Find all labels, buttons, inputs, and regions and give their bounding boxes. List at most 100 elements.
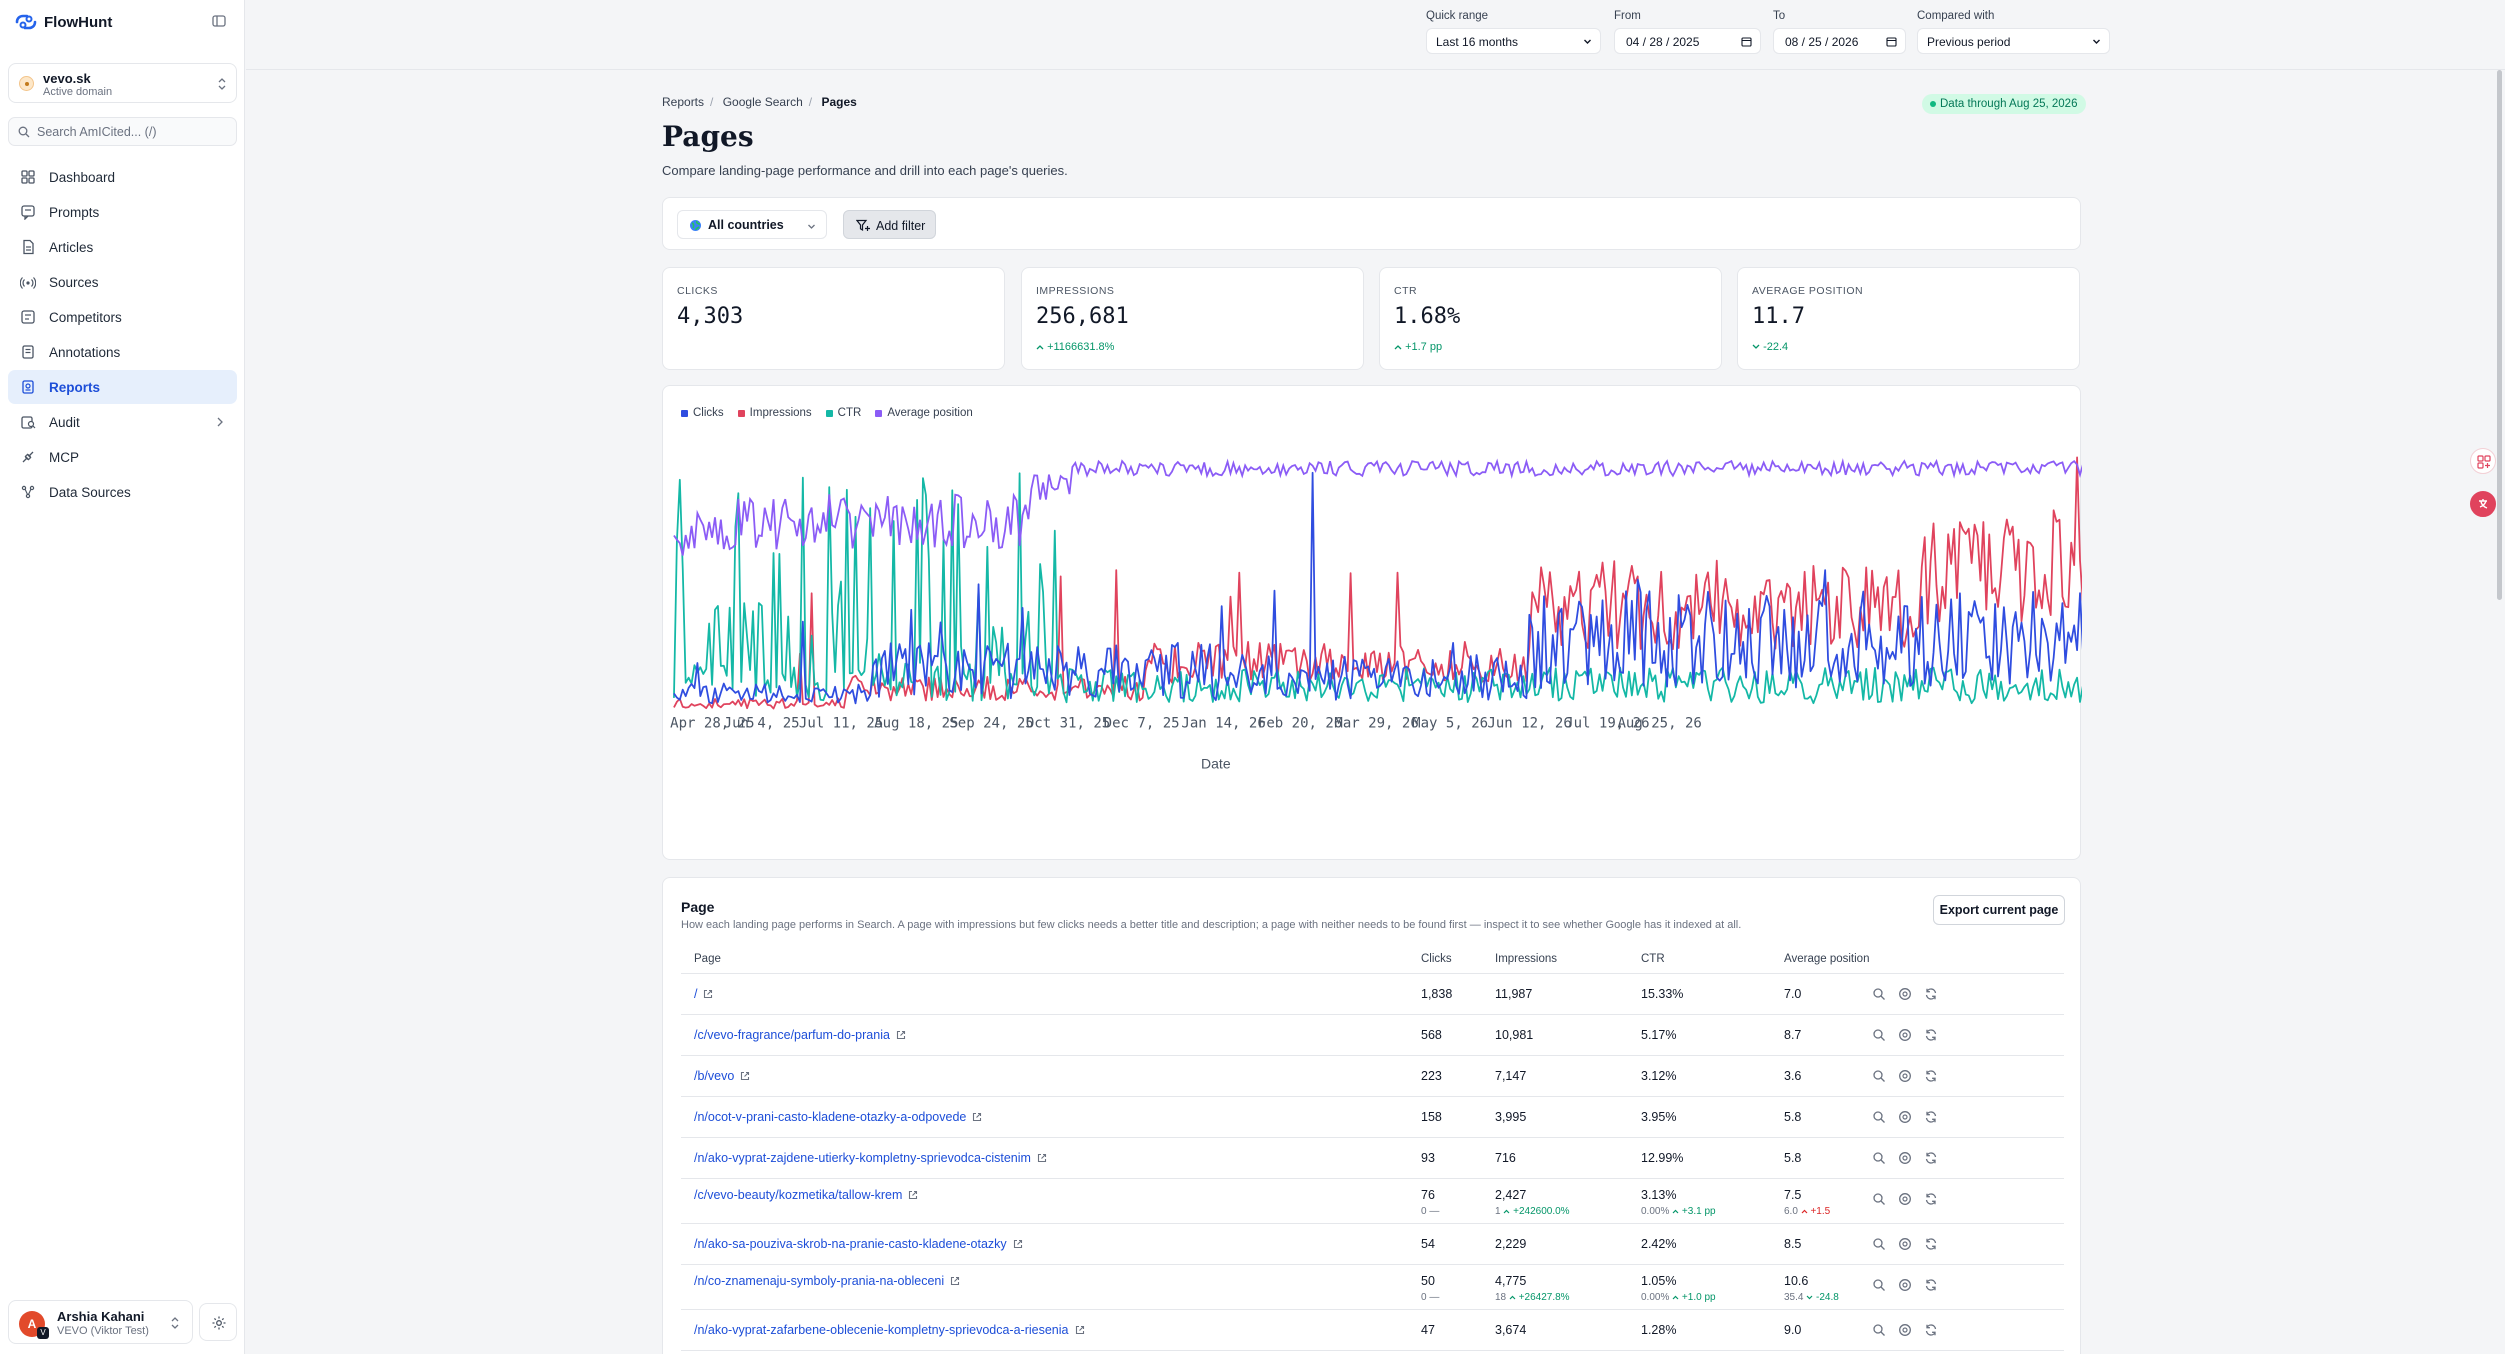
search-queries-icon[interactable] bbox=[1872, 1237, 1886, 1251]
search-queries-icon[interactable] bbox=[1872, 1069, 1886, 1083]
breadcrumb-item-reports[interactable]: Reports bbox=[662, 95, 705, 109]
legend-item-ctr[interactable]: CTR bbox=[825, 407, 861, 419]
inspect-url-icon[interactable] bbox=[1898, 1278, 1912, 1292]
sidebar-item-annotations[interactable]: Annotations bbox=[8, 335, 237, 369]
table-row[interactable]: /n/ocot-v-prani-casto-kladene-otazky-a-o… bbox=[681, 1097, 2064, 1137]
refresh-icon[interactable] bbox=[1924, 1028, 1938, 1042]
row-actions bbox=[1872, 1192, 1938, 1206]
sidebar-item-reports[interactable]: Reports bbox=[8, 370, 237, 404]
row-actions bbox=[1872, 1278, 1938, 1292]
inspect-url-icon[interactable] bbox=[1898, 1110, 1912, 1124]
page-link[interactable]: /b/vevo bbox=[694, 1069, 750, 1083]
search-queries-icon[interactable] bbox=[1872, 1323, 1886, 1337]
column-header-impressions[interactable]: Impressions bbox=[1495, 953, 1557, 965]
page-link[interactable]: /c/vevo-fragrance/parfum-do-prania bbox=[694, 1028, 906, 1042]
search-input[interactable]: Search AmICited... (/) bbox=[8, 117, 237, 146]
external-link-icon[interactable] bbox=[740, 1071, 750, 1081]
inspect-url-icon[interactable] bbox=[1898, 1323, 1912, 1337]
legend-item-clicks[interactable]: Clicks bbox=[681, 407, 724, 419]
external-link-icon[interactable] bbox=[896, 1030, 906, 1040]
sidebar-item-mcp[interactable]: MCP bbox=[8, 440, 237, 474]
page-link[interactable]: /n/ako-sa-pouziva-skrob-na-pranie-casto-… bbox=[694, 1237, 1023, 1251]
external-link-icon[interactable] bbox=[1013, 1239, 1023, 1249]
export-button[interactable]: Export current page bbox=[1933, 895, 2065, 925]
compare-value: Previous period bbox=[1927, 35, 2011, 49]
page-link[interactable]: /c/vevo-beauty/kozmetika/tallow-krem bbox=[694, 1188, 918, 1202]
external-link-icon[interactable] bbox=[950, 1276, 960, 1286]
brand[interactable]: FlowHunt bbox=[14, 12, 112, 32]
sidebar-toggle-icon[interactable] bbox=[211, 13, 227, 29]
to-date-value: 08 / 25 / 2026 bbox=[1785, 35, 1859, 49]
refresh-icon[interactable] bbox=[1924, 1323, 1938, 1337]
external-link-icon[interactable] bbox=[703, 989, 713, 999]
clicks-cell: 47 bbox=[1421, 1323, 1435, 1337]
scrollbar[interactable] bbox=[2497, 70, 2502, 600]
search-queries-icon[interactable] bbox=[1872, 1192, 1886, 1206]
quick-range-label: Quick range bbox=[1426, 10, 1489, 22]
search-queries-icon[interactable] bbox=[1872, 1028, 1886, 1042]
country-select[interactable]: All countries bbox=[677, 210, 827, 239]
table-row[interactable]: /n/ako-vyprat-zafarbene-oblecenie-komple… bbox=[681, 1310, 2064, 1350]
user-menu[interactable]: A V Arshia Kahani VEVO (Viktor Test) bbox=[8, 1300, 193, 1344]
inspect-url-icon[interactable] bbox=[1898, 987, 1912, 1001]
search-queries-icon[interactable] bbox=[1872, 1151, 1886, 1165]
column-header-ctr[interactable]: CTR bbox=[1641, 953, 1665, 965]
inspect-url-icon[interactable] bbox=[1898, 1192, 1912, 1206]
page-link[interactable]: /n/ocot-v-prani-casto-kladene-otazky-a-o… bbox=[694, 1110, 982, 1124]
search-queries-icon[interactable] bbox=[1872, 1278, 1886, 1292]
sidebar-item-data-sources[interactable]: Data Sources bbox=[8, 475, 237, 509]
sidebar-item-audit[interactable]: Audit bbox=[8, 405, 237, 439]
refresh-icon[interactable] bbox=[1924, 987, 1938, 1001]
table-row[interactable]: /c/vevo-fragrance/parfum-do-prania 568 10,… bbox=[681, 1015, 2064, 1055]
refresh-icon[interactable] bbox=[1924, 1237, 1938, 1251]
legend-item-average-position[interactable]: Average position bbox=[875, 407, 973, 419]
sidebar-item-sources[interactable]: Sources bbox=[8, 265, 237, 299]
inspect-url-icon[interactable] bbox=[1898, 1237, 1912, 1251]
external-link-icon[interactable] bbox=[972, 1112, 982, 1122]
table-row[interactable]: /c/vevo-beauty/kozmetika/tallow-krem 76 2,… bbox=[681, 1179, 2064, 1223]
refresh-icon[interactable] bbox=[1924, 1151, 1938, 1165]
page-link[interactable]: /n/ako-vyprat-zafarbene-oblecenie-komple… bbox=[694, 1323, 1085, 1337]
search-queries-icon[interactable] bbox=[1872, 987, 1886, 1001]
column-header-page[interactable]: Page bbox=[694, 953, 721, 965]
floating-widget-button[interactable] bbox=[2470, 448, 2496, 474]
refresh-icon[interactable] bbox=[1924, 1278, 1938, 1292]
table-row[interactable]: /n/ako-sa-pouziva-skrob-na-pranie-casto-… bbox=[681, 1224, 2064, 1264]
legend-item-impressions[interactable]: Impressions bbox=[737, 407, 812, 419]
sidebar-nav: Dashboard Prompts Articles Sources Compe… bbox=[8, 160, 237, 510]
page-link[interactable]: / bbox=[694, 987, 713, 1001]
position-cell: 9.0 bbox=[1784, 1323, 1802, 1337]
page-link[interactable]: /n/co-znamenaju-symboly-prania-na-oblece… bbox=[694, 1274, 960, 1288]
inspect-url-icon[interactable] bbox=[1898, 1028, 1912, 1042]
inspect-url-icon[interactable] bbox=[1898, 1151, 1912, 1165]
inspect-url-icon[interactable] bbox=[1898, 1069, 1912, 1083]
page-link[interactable]: /n/ako-vyprat-zajdene-utierky-kompletny-… bbox=[694, 1151, 1047, 1165]
breadcrumb-item-google-search[interactable]: Google Search bbox=[722, 95, 803, 109]
compare-select[interactable]: Previous period bbox=[1917, 28, 2110, 54]
refresh-icon[interactable] bbox=[1924, 1110, 1938, 1124]
domain-switcher[interactable]: vevo.sk Active domain bbox=[8, 63, 237, 103]
search-queries-icon[interactable] bbox=[1872, 1110, 1886, 1124]
refresh-icon[interactable] bbox=[1924, 1069, 1938, 1083]
column-header-clicks[interactable]: Clicks bbox=[1421, 953, 1452, 965]
floating-assistant-button[interactable] bbox=[2470, 491, 2496, 517]
settings-button[interactable] bbox=[199, 1303, 237, 1341]
table-row[interactable]: /n/co-znamenaju-symboly-prania-na-oblece… bbox=[681, 1265, 2064, 1309]
column-header-average-position[interactable]: Average position bbox=[1784, 953, 1870, 965]
legend-swatch bbox=[737, 409, 745, 417]
table-row[interactable]: /b/vevo 223 7,147 3.12% 3.6 bbox=[681, 1056, 2064, 1096]
external-link-icon[interactable] bbox=[908, 1190, 918, 1200]
from-date-input[interactable]: 04 / 28 / 2025 bbox=[1614, 28, 1761, 54]
table-row[interactable]: / 1,838 11,987 15.33% 7.0 bbox=[681, 974, 2064, 1014]
add-filter-button[interactable]: Add filter bbox=[843, 210, 936, 239]
external-link-icon[interactable] bbox=[1037, 1153, 1047, 1163]
sidebar-item-competitors[interactable]: Competitors bbox=[8, 300, 237, 334]
table-row[interactable]: /n/ako-vyprat-zajdene-utierky-kompletny-… bbox=[681, 1138, 2064, 1178]
sidebar-item-prompts[interactable]: Prompts bbox=[8, 195, 237, 229]
sidebar-item-dashboard[interactable]: Dashboard bbox=[8, 160, 237, 194]
external-link-icon[interactable] bbox=[1075, 1325, 1085, 1335]
refresh-icon[interactable] bbox=[1924, 1192, 1938, 1206]
sidebar-item-articles[interactable]: Articles bbox=[8, 230, 237, 264]
to-date-input[interactable]: 08 / 25 / 2026 bbox=[1773, 28, 1906, 54]
quick-range-select[interactable]: Last 16 months bbox=[1426, 28, 1601, 54]
